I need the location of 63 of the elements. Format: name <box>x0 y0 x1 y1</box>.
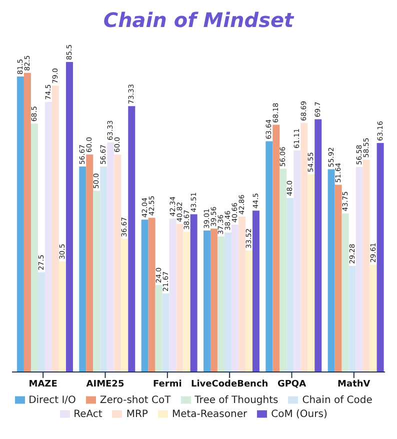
bar <box>252 210 260 372</box>
legend-label: Direct I/O <box>28 395 76 406</box>
bar <box>30 124 38 372</box>
bar <box>280 168 287 372</box>
bar <box>272 124 280 372</box>
bar <box>79 166 86 372</box>
bar <box>348 266 356 372</box>
legend-label: Chain of Code <box>302 395 372 406</box>
legend-label: ReAct <box>74 409 102 420</box>
bar <box>24 72 31 372</box>
bar <box>86 154 94 372</box>
bar <box>314 119 322 372</box>
bar <box>114 154 122 372</box>
bar <box>169 218 176 372</box>
bar <box>44 102 52 372</box>
bar <box>286 198 294 372</box>
bar <box>362 160 370 372</box>
bar <box>245 250 252 372</box>
bar <box>183 232 190 372</box>
x-tick-label: AIME25 <box>86 379 124 390</box>
legend-label: Zero-shot CoT <box>100 395 171 406</box>
bar <box>231 224 238 372</box>
bar <box>342 213 349 372</box>
bar <box>210 228 218 372</box>
bar <box>141 220 148 372</box>
legend-label: MRP <box>126 409 148 420</box>
bar <box>308 174 315 372</box>
bar <box>128 106 136 372</box>
bar <box>148 218 156 372</box>
bar <box>203 230 210 372</box>
bar <box>376 143 384 372</box>
bar <box>334 184 342 372</box>
bar <box>294 150 301 372</box>
legend-label: CoM (Ours) <box>271 409 328 420</box>
legend-label: Meta-Reasoner <box>172 409 248 420</box>
bar <box>328 169 335 372</box>
x-tick-label: GPQA <box>277 379 306 390</box>
bar <box>155 284 162 372</box>
bar <box>52 86 59 372</box>
bar <box>190 214 198 372</box>
bar <box>93 190 100 372</box>
bar <box>162 293 170 372</box>
bar <box>121 239 128 372</box>
bar <box>238 216 246 372</box>
bar <box>38 272 45 372</box>
bar <box>58 261 66 372</box>
bar <box>300 122 308 372</box>
x-tick-label: MAZE <box>28 379 58 390</box>
bar <box>356 166 363 372</box>
bar <box>217 236 224 372</box>
bar <box>266 141 273 372</box>
bar <box>370 264 377 372</box>
bar <box>16 76 24 372</box>
x-tick-label: Fermi <box>153 379 182 390</box>
bar <box>100 166 108 372</box>
bar <box>107 142 114 372</box>
chart-title: Chain of Mindset <box>102 8 296 32</box>
bar <box>224 232 232 372</box>
x-tick-label: LiveCodeBench <box>190 379 268 390</box>
legend-label: Tree of Thoughts <box>194 395 278 406</box>
bar <box>176 224 184 372</box>
bar <box>66 62 73 372</box>
x-tick-label: MathV <box>338 379 370 390</box>
